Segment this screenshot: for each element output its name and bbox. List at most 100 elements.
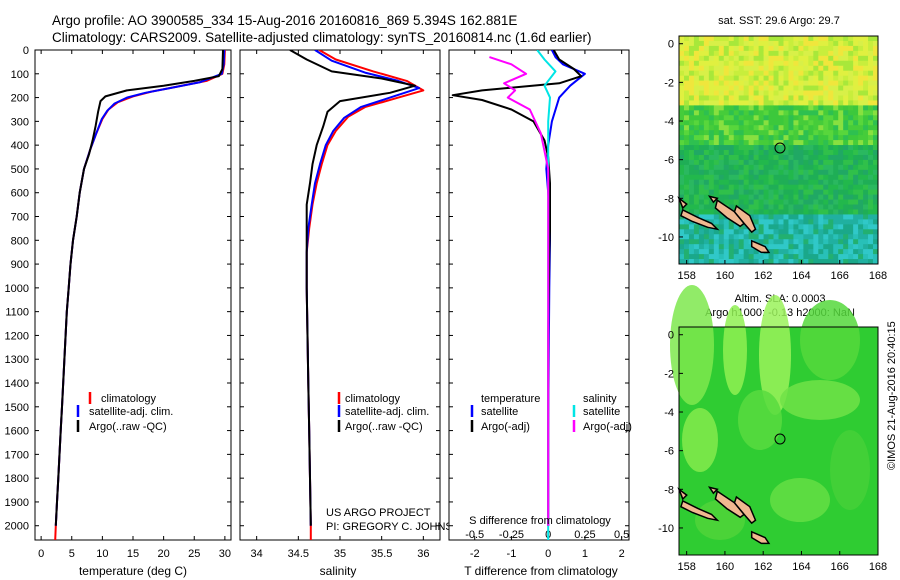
salinity-ticks: 34 34.5 35 35.5 36 <box>240 49 440 560</box>
sst-cell <box>758 159 764 166</box>
sst-cell <box>838 194 844 200</box>
sst-cell <box>818 249 824 255</box>
sst-cell <box>838 234 844 240</box>
sst-cell <box>753 130 760 136</box>
sst-cell <box>788 85 794 91</box>
sst-cell <box>798 36 804 42</box>
sst-cell <box>873 159 879 166</box>
sst-cell <box>733 115 740 121</box>
sst-cell <box>768 140 774 146</box>
sst-cell <box>873 70 879 77</box>
sst-cell <box>758 90 764 96</box>
sst-cell <box>748 189 755 196</box>
difference-top-tick-label: 0.5 <box>614 529 629 541</box>
sst-cell <box>693 85 700 91</box>
sst-cell <box>828 50 834 57</box>
sst-cell <box>679 145 685 151</box>
sst-cell <box>838 150 844 156</box>
temperature-x-tick-label: 0 <box>38 548 44 560</box>
sst-cell <box>708 110 715 116</box>
sst-cell <box>693 60 700 67</box>
sst-cell <box>679 115 685 121</box>
sst-cell <box>703 70 710 77</box>
sst-argo-location-marker <box>774 142 786 154</box>
sst-cell <box>873 75 879 82</box>
sst-cell <box>833 219 839 225</box>
sst-cell <box>843 159 849 166</box>
sst-cell <box>868 36 874 42</box>
sst-cell <box>708 239 715 245</box>
sst-cell <box>813 110 819 116</box>
sst-cell <box>823 159 829 166</box>
difference-top-tick-label: -0.25 <box>499 529 524 541</box>
sst-cell <box>708 254 715 260</box>
sst-cell <box>698 254 705 260</box>
sst-cell <box>688 249 695 255</box>
sst-cell <box>708 90 715 96</box>
sst-cell <box>773 244 779 250</box>
sst-cell <box>733 179 740 186</box>
sst-cell <box>833 140 839 146</box>
legend-label-s-satellite: satellite <box>583 406 620 418</box>
sst-cell <box>693 204 700 210</box>
sst-cell <box>803 219 809 225</box>
sst-cell <box>768 115 774 121</box>
sst-cell <box>738 105 745 111</box>
sst-cell <box>823 204 829 210</box>
sst-cell <box>808 169 814 176</box>
island-land <box>750 239 771 254</box>
sst-cell <box>743 130 750 136</box>
sst-cell <box>808 140 814 146</box>
sst-cell <box>728 140 735 146</box>
sst-cell <box>753 150 760 156</box>
sst-cell <box>843 115 849 121</box>
sst-cell <box>753 259 760 265</box>
salinity-legend: climatology satellite-adj. clim. Argo(..… <box>337 392 429 433</box>
sst-cell <box>748 159 755 166</box>
sst-cell <box>788 239 794 245</box>
sst-cell <box>823 179 829 186</box>
sst-cell <box>863 174 869 181</box>
sst-cell <box>773 224 779 230</box>
sst-cell <box>798 60 804 67</box>
sst-cell <box>778 184 784 191</box>
sst-cell <box>698 110 705 116</box>
sst-cell <box>703 164 710 171</box>
sst-cell <box>833 45 839 52</box>
sst-cell <box>833 125 839 131</box>
sst-cell <box>833 36 839 42</box>
sst-cell <box>843 120 849 126</box>
sst-cell <box>828 179 834 186</box>
sst-cell <box>873 140 879 146</box>
sst-cell <box>698 209 705 215</box>
sst-cell <box>768 150 774 156</box>
sst-cell <box>778 45 784 52</box>
sst-cell <box>758 135 764 141</box>
sst-cell <box>738 259 745 265</box>
sst-cell <box>743 179 750 186</box>
sst-cell <box>848 239 854 245</box>
sst-cell <box>838 70 844 77</box>
sst-cell <box>743 259 750 265</box>
sst-cell <box>798 45 804 52</box>
sst-cell <box>688 135 695 141</box>
legend-label-s-argo: Argo(-adj) <box>583 421 632 433</box>
sst-cell <box>728 249 735 255</box>
sst-cell <box>818 135 824 141</box>
sst-cell <box>858 40 864 47</box>
sst-cell <box>828 105 834 111</box>
sst-cell <box>693 179 700 186</box>
sst-cell <box>733 154 740 161</box>
sst-cell <box>873 100 879 106</box>
sst-cell <box>713 140 720 146</box>
sst-cell <box>808 239 814 245</box>
sst-cell <box>768 80 774 86</box>
sst-cell <box>723 254 730 260</box>
sst-cell <box>753 50 760 57</box>
sst-cell <box>833 65 839 72</box>
map-y-tick-label: -2 <box>664 368 674 380</box>
sst-cell <box>758 100 764 106</box>
sst-cell <box>868 105 874 111</box>
sst-cell <box>698 204 705 210</box>
sst-cell <box>683 169 690 176</box>
